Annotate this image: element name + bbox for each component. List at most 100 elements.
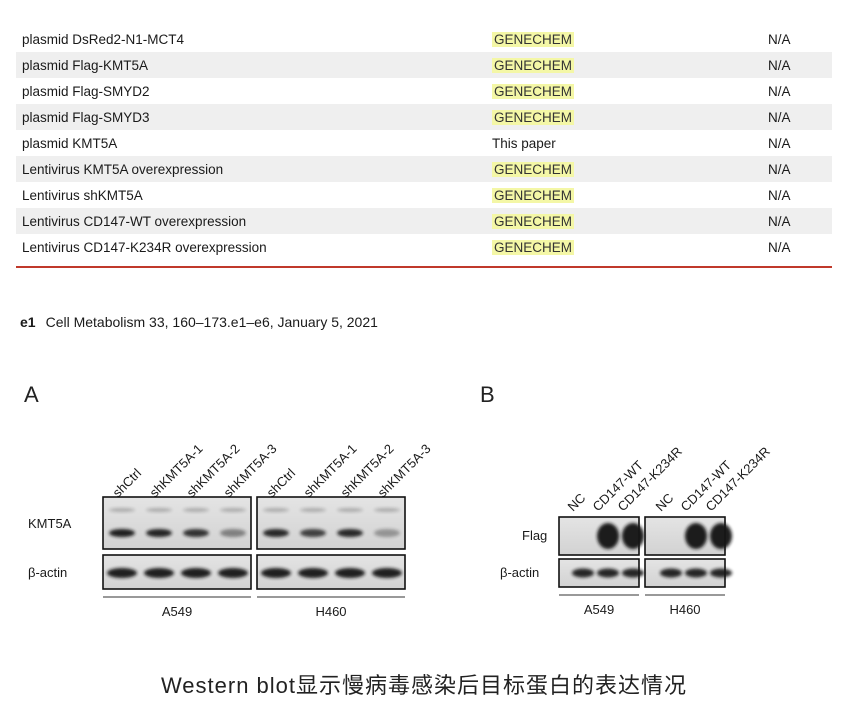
actin-band <box>710 568 732 578</box>
table-row: Lentivirus shKMT5A GENECHEM N/A <box>16 182 832 208</box>
actin-band <box>261 568 291 578</box>
reagent-name: plasmid KMT5A <box>22 135 118 151</box>
table-row: plasmid Flag-KMT5A GENECHEM N/A <box>16 52 832 78</box>
citation-page: e1 <box>20 314 36 330</box>
table-row: Lentivirus CD147-WT overexpression GENECH… <box>16 208 832 234</box>
actin-band <box>144 568 174 578</box>
reagent-source: GENECHEM <box>492 83 575 99</box>
lane-label: shCtrl <box>110 465 145 500</box>
reagent-identifier: N/A <box>768 57 791 73</box>
nonspecific-band <box>374 508 400 512</box>
flag-band <box>685 523 707 549</box>
group-label-a549: A549 <box>162 604 192 619</box>
reagent-source-cell: GENECHEM <box>492 187 768 203</box>
nonspecific-band <box>220 508 246 512</box>
reagent-name: Lentivirus shKMT5A <box>22 187 143 203</box>
nonspecific-band <box>300 508 326 512</box>
reagent-name: plasmid Flag-SMYD3 <box>22 109 150 125</box>
nonspecific-band <box>337 508 363 512</box>
kmt5a-band <box>337 529 363 537</box>
reagent-source: GENECHEM <box>492 213 575 229</box>
reagent-name: plasmid Flag-KMT5A <box>22 57 149 73</box>
reagent-source-cell: GENECHEM <box>492 213 768 229</box>
flag-band <box>622 523 644 549</box>
reagent-source-cell: GENECHEM <box>492 83 768 99</box>
table-row: Lentivirus KMT5A overexpression GENECHEM N… <box>16 156 832 182</box>
reagent-source-cell: GENECHEM <box>492 57 768 73</box>
actin-band <box>218 568 248 578</box>
reagent-source-cell: This paper <box>492 136 768 151</box>
reagent-source: GENECHEM <box>492 109 575 125</box>
kmt5a-band <box>263 529 289 537</box>
kmt5a-band <box>146 529 172 537</box>
kmt5a-band <box>183 529 209 537</box>
actin-band <box>335 568 365 578</box>
actin-band <box>660 568 682 578</box>
citation-text: Cell Metabolism 33, 160–173.e1–e6, Janua… <box>45 314 378 330</box>
table-bottom-rule <box>16 266 832 268</box>
resources-table: plasmid DsRed2-N1-MCT4 GENECHEM N/A plasmid… <box>16 26 832 260</box>
nonspecific-band <box>109 508 135 512</box>
reagent-source-cell: GENECHEM <box>492 109 768 125</box>
lane-label: NC <box>653 490 677 514</box>
actin-band <box>622 568 644 578</box>
actin-band <box>597 568 619 578</box>
kmt5a-band <box>374 529 400 537</box>
reagent-source-cell: GENECHEM <box>492 31 768 47</box>
reagent-source: This paper <box>492 135 556 151</box>
actin-band <box>685 568 707 578</box>
panel-a-letter: A <box>24 382 39 407</box>
reagent-name: Lentivirus KMT5A overexpression <box>22 161 224 177</box>
reagent-source: GENECHEM <box>492 57 575 73</box>
reagent-source: GENECHEM <box>492 161 575 177</box>
table-row: Lentivirus CD147-K234R overexpression GEN… <box>16 234 832 260</box>
kmt5a-blot-a549 <box>102 496 252 550</box>
reagent-identifier: N/A <box>768 187 791 203</box>
kmt5a-band <box>300 529 326 537</box>
reagent-source: GENECHEM <box>492 31 575 47</box>
reagent-name: plasmid DsRed2-N1-MCT4 <box>22 31 185 47</box>
kmt5a-band <box>109 529 135 537</box>
row-label-actin: β-actin <box>28 565 67 580</box>
flag-band <box>710 523 732 549</box>
actin-band <box>298 568 328 578</box>
reagent-source: GENECHEM <box>492 239 575 255</box>
panel-b-letter: B <box>480 382 495 407</box>
row-label-flag: Flag <box>522 528 547 543</box>
table-row: plasmid Flag-SMYD3 GENECHEM N/A <box>16 104 832 130</box>
actin-band <box>572 568 594 578</box>
actin-band <box>107 568 137 578</box>
group-label-h460: H460 <box>315 604 346 619</box>
row-label-kmt5a: KMT5A <box>28 516 72 531</box>
group-label-h460: H460 <box>669 602 700 617</box>
kmt5a-blot-h460 <box>256 496 406 550</box>
reagent-identifier: N/A <box>768 109 791 125</box>
nonspecific-band <box>263 508 289 512</box>
actin-band <box>372 568 402 578</box>
table-row: plasmid KMT5A This paper N/A <box>16 130 832 156</box>
flag-band <box>597 523 619 549</box>
reagent-identifier: N/A <box>768 83 791 99</box>
nonspecific-band <box>146 508 172 512</box>
reagent-source-cell: GENECHEM <box>492 161 768 177</box>
reagent-name: Lentivirus CD147-K234R overexpression <box>22 239 267 255</box>
lane-label: NC <box>565 490 589 514</box>
reagent-identifier: N/A <box>768 239 791 255</box>
actin-band <box>181 568 211 578</box>
lane-label: shCtrl <box>264 465 299 500</box>
reagent-name: plasmid Flag-SMYD2 <box>22 83 150 99</box>
nonspecific-band <box>183 508 209 512</box>
reagent-identifier: N/A <box>768 213 791 229</box>
reagent-source-cell: GENECHEM <box>492 239 768 255</box>
table-row: plasmid DsRed2-N1-MCT4 GENECHEM N/A <box>16 26 832 52</box>
reagent-identifier: N/A <box>768 31 791 47</box>
reagent-identifier: N/A <box>768 135 791 151</box>
citation-line: e1 Cell Metabolism 33, 160–173.e1–e6, Jan… <box>20 314 378 330</box>
figure-caption: Western blot显示慢病毒感染后目标蛋白的表达情况 <box>160 673 688 698</box>
reagent-source: GENECHEM <box>492 187 575 203</box>
group-label-a549: A549 <box>584 602 614 617</box>
reagent-identifier: N/A <box>768 161 791 177</box>
table-row: plasmid Flag-SMYD2 GENECHEM N/A <box>16 78 832 104</box>
kmt5a-band <box>220 529 246 537</box>
